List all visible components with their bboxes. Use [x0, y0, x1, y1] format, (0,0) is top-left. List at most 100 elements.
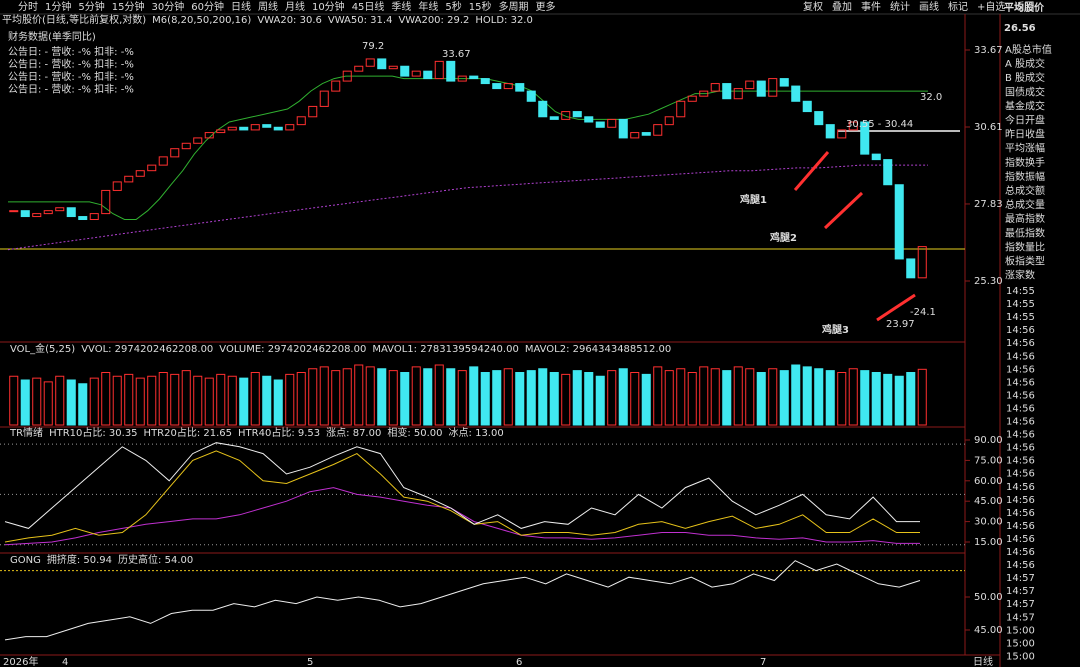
period-tab[interactable]: 45日线 [352, 0, 385, 13]
volume-bar [55, 375, 65, 426]
tr-tick-label: 75.00 [974, 455, 1003, 466]
volume-bar [365, 366, 375, 426]
candle [664, 116, 674, 126]
candle [400, 65, 410, 77]
side-item[interactable]: A 股成交 [1005, 57, 1045, 70]
candle [55, 207, 65, 212]
month-label: 4 [62, 657, 68, 667]
period-tab[interactable]: 分时 [18, 1, 38, 13]
candle [112, 181, 122, 191]
tr-header: 相变: 50.00 [387, 426, 442, 439]
candle [791, 85, 801, 102]
period-tab[interactable]: 15分钟 [112, 0, 145, 13]
side-time: 14:56 [1006, 417, 1035, 428]
side-item[interactable]: 最低指数 [1005, 226, 1045, 239]
volume-bar [446, 368, 456, 426]
side-item[interactable]: 总成交额 [1005, 184, 1045, 197]
candle [78, 216, 88, 221]
volume-bar [388, 370, 398, 426]
toolbar-action[interactable]: 返回 [1014, 1, 1034, 13]
leg-arrow [793, 151, 830, 191]
period-tab[interactable]: 30分钟 [151, 0, 184, 13]
tr-header: HTR40占比: 9.53 [238, 426, 320, 439]
finance-row: 公告日: - 营收: -% 扣非: -% [8, 58, 134, 71]
side-item[interactable]: 基金成交 [1005, 99, 1045, 112]
period-tab[interactable]: 更多 [536, 0, 556, 13]
period-tab[interactable]: 周线 [258, 0, 278, 13]
side-time: 14:57 [1006, 599, 1035, 610]
side-item[interactable]: 指数量比 [1005, 240, 1045, 253]
toolbar-action[interactable]: 叠加 [832, 1, 852, 13]
candle [676, 100, 686, 118]
volume-bar [296, 372, 306, 426]
period-tab[interactable]: 日线 [231, 0, 251, 13]
toolbar-action[interactable]: 画线 [919, 0, 939, 13]
volume-bar [469, 366, 479, 426]
period-tab[interactable]: 10分钟 [312, 0, 345, 13]
side-time: 14:56 [1006, 482, 1035, 493]
candle [193, 137, 203, 144]
period-tab[interactable]: 5分钟 [78, 0, 104, 13]
side-item[interactable]: 涨家数 [1005, 269, 1035, 282]
htr20-line [4, 450, 920, 543]
tr-header: HTR20占比: 21.65 [144, 426, 232, 439]
side-item[interactable]: 总成交量 [1005, 198, 1045, 211]
side-time: 14:56 [1006, 469, 1035, 480]
side-item[interactable]: 昨日收盘 [1005, 128, 1045, 141]
side-item[interactable]: A股总市值 [1005, 43, 1052, 56]
volume-bar [354, 364, 364, 426]
candle [89, 213, 99, 221]
volume-bar [457, 370, 467, 426]
candle [411, 70, 421, 77]
tr-tick-label: 30.00 [974, 517, 1003, 528]
side-item[interactable]: 指数振幅 [1005, 170, 1045, 183]
period-tab[interactable]: 1分钟 [45, 0, 71, 13]
month-label: 7 [760, 657, 766, 667]
period-tab[interactable]: 年线 [418, 0, 438, 13]
toolbar-action[interactable]: 标记 [948, 1, 968, 13]
low-label: 23.97 [886, 319, 915, 330]
period-tab[interactable]: 15秒 [469, 0, 492, 13]
candle [204, 132, 214, 139]
candle [377, 58, 387, 70]
leg-arrow [823, 191, 864, 230]
side-time: 15:00 [1006, 638, 1035, 649]
side-item[interactable]: 国债成交 [1005, 85, 1045, 98]
period-tab[interactable]: 季线 [391, 0, 411, 13]
side-item[interactable]: 指数换手 [1005, 156, 1045, 169]
side-item[interactable]: 平均涨幅 [1005, 142, 1045, 155]
volume-bar [802, 366, 812, 426]
side-item[interactable]: 今日开盘 [1005, 114, 1045, 127]
gong-header: GONG [10, 555, 41, 566]
candle [917, 246, 927, 279]
volume-bar [779, 370, 789, 426]
volume-bar [216, 373, 226, 426]
period-tab[interactable]: 月线 [285, 0, 305, 13]
side-item[interactable]: 板指类型 [1005, 255, 1045, 268]
candle [331, 80, 341, 92]
volume-bar [181, 370, 191, 426]
period-tab[interactable]: 多周期 [499, 0, 529, 13]
toolbar-action[interactable]: 复权 [803, 0, 823, 13]
volume-bar [239, 377, 249, 426]
volume-bar [791, 364, 801, 426]
toolbar-action[interactable]: 统计 [890, 0, 910, 13]
side-time: 14:56 [1006, 560, 1035, 571]
toolbar-action[interactable]: 事件 [861, 0, 881, 13]
indicator-text: VWA200: 29.2 [398, 15, 469, 26]
candle [572, 111, 582, 118]
candle [756, 80, 766, 97]
side-item[interactable]: 最高指数 [1005, 212, 1045, 225]
finance-title: 财务数据(单季同比) [8, 30, 96, 43]
htr40-line [4, 487, 920, 546]
period-tab[interactable]: 5秒 [445, 0, 461, 13]
indicator-text: M6(8,20,50,200,16) [152, 15, 251, 26]
volume-bar [653, 366, 663, 426]
htr10-line [4, 442, 920, 529]
toolbar-action[interactable]: +自选 [977, 0, 1005, 13]
volume-bar [733, 366, 743, 426]
candle [883, 159, 893, 186]
period-tab[interactable]: 60分钟 [191, 0, 224, 13]
side-item[interactable]: B 股成交 [1005, 71, 1045, 84]
